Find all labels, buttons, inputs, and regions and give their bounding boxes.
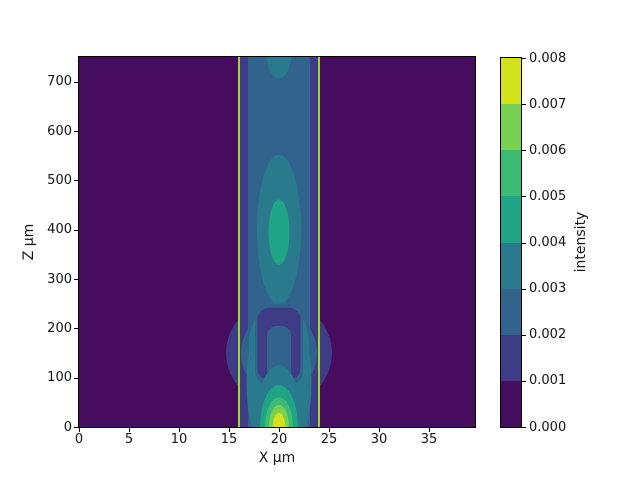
colorbar-tick-label: 0.001 — [529, 373, 567, 389]
colorbar-band — [501, 334, 521, 381]
x-axis-tickmark — [179, 428, 180, 432]
colorbar-band — [501, 104, 521, 151]
colorbar-band — [501, 58, 521, 105]
y-axis-tick-label: 300 — [47, 271, 72, 287]
x-axis-tickmark — [379, 428, 380, 432]
colorbar-tick-label: 0.003 — [529, 281, 567, 297]
colorbar-band — [501, 150, 521, 197]
x-axis-tickmark — [429, 428, 430, 432]
y-axis-tick-label: 0 — [63, 419, 72, 435]
y-axis-tick-label: 400 — [47, 222, 72, 238]
colorbar-tick-label: 0.008 — [529, 50, 567, 66]
waveguide-wall-line — [318, 57, 320, 427]
y-axis-tick-label: 100 — [47, 370, 72, 386]
x-axis-tick-label: 35 — [420, 432, 438, 447]
colorbar-tickmark — [522, 242, 526, 244]
x-axis-tick-label: 10 — [170, 432, 188, 447]
y-axis-tickmark — [74, 131, 78, 132]
x-axis-tickmark — [329, 428, 330, 432]
y-axis-tickmark — [74, 328, 78, 330]
colorbar-tickmark — [522, 58, 526, 59]
colorbar-band — [501, 380, 521, 427]
contour-band-7 — [272, 412, 286, 427]
y-axis-tickmark — [74, 279, 78, 280]
x-axis-label: X μm — [258, 450, 296, 466]
colorbar-band — [501, 196, 521, 243]
colorbar-tick-label: 0.000 — [529, 419, 567, 435]
colorbar-tickmark — [522, 196, 526, 198]
contour-plot-area — [78, 56, 476, 428]
colorbar-tick-label: 0.002 — [529, 327, 567, 343]
y-axis-tick-label: 200 — [47, 320, 72, 336]
colorbar-tickmark — [522, 427, 526, 428]
contour-band-3 — [267, 57, 291, 79]
colorbar-tick-label: 0.004 — [529, 235, 567, 250]
y-axis-label: Z μm — [21, 223, 37, 261]
waveguide-wall-line — [238, 57, 240, 427]
colorbar-tickmark — [522, 334, 526, 336]
x-axis-tickmark — [229, 428, 230, 432]
colorbar-band — [501, 242, 521, 289]
y-axis-tickmark — [74, 180, 78, 182]
contourf-heatmap — [79, 57, 475, 427]
y-axis-tick-label: 500 — [47, 172, 72, 188]
colorbar-tickmark — [522, 150, 526, 152]
x-axis-tick-label: 30 — [370, 432, 388, 447]
y-axis-tickmark — [74, 427, 78, 428]
colorbar-tickmark — [522, 288, 526, 290]
colorbar-tickmark — [522, 104, 526, 106]
x-axis-tick-label: 0 — [74, 432, 84, 447]
colorbar-band — [501, 288, 521, 335]
x-axis-tickmark — [279, 428, 280, 432]
y-axis-tickmark — [74, 81, 78, 83]
colorbar-tick-label: 0.007 — [529, 96, 567, 112]
contour-band-4 — [268, 199, 290, 265]
colorbar — [500, 57, 522, 428]
y-axis-tickmark — [74, 229, 78, 231]
x-axis-tick-label: 20 — [270, 432, 288, 447]
x-axis-tick-label: 25 — [320, 432, 338, 447]
y-axis-tickmark — [74, 377, 78, 379]
y-axis-tick-label: 600 — [47, 123, 72, 139]
colorbar-tickmark — [522, 380, 526, 382]
x-axis-tick-label: 5 — [124, 432, 134, 447]
x-axis-tickmark — [79, 428, 80, 432]
colorbar-label: intensity — [573, 211, 589, 273]
x-axis-tick-label: 15 — [220, 432, 238, 447]
y-axis-tick-label: 700 — [47, 74, 72, 90]
colorbar-tick-label: 0.006 — [529, 142, 567, 158]
x-axis-tickmark — [129, 428, 130, 432]
colorbar-tick-label: 0.005 — [529, 188, 567, 204]
